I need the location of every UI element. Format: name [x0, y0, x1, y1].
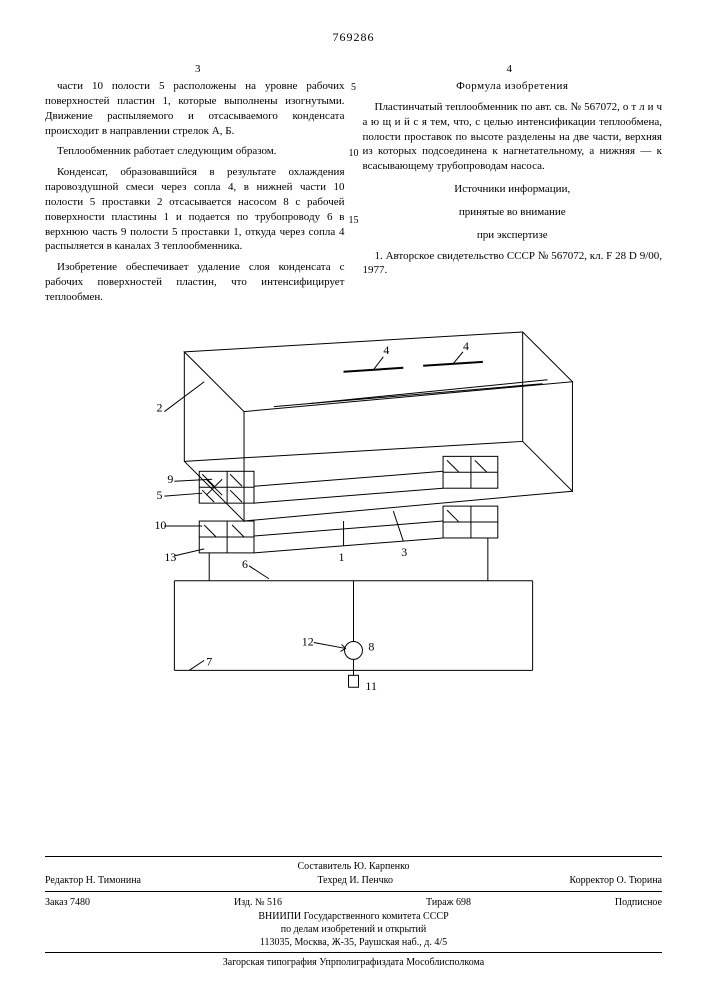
- org-line1: ВНИИПИ Государственного комитета СССР: [45, 911, 662, 922]
- org-line2: по делам изобретений и открытий: [45, 924, 662, 935]
- svg-text:1: 1: [339, 550, 345, 564]
- svg-text:12: 12: [302, 634, 314, 648]
- text-columns: части 10 полости 5 расположены на уровне…: [45, 79, 662, 311]
- line-marker: 5: [351, 82, 356, 93]
- editor: Редактор Н. Тимонина: [45, 875, 141, 886]
- corrector: Корректор О. Тюрина: [569, 875, 662, 886]
- svg-text:7: 7: [206, 654, 212, 668]
- left-column: части 10 полости 5 расположены на уровне…: [45, 79, 345, 311]
- claim-text: Пластинчатый теплообменник по авт. св. №…: [363, 100, 663, 174]
- svg-text:10: 10: [154, 518, 166, 532]
- para: части 10 полости 5 расположены на уровне…: [45, 79, 345, 138]
- formula-title: Формула изобретения: [363, 79, 663, 94]
- para: Конденсат, образовавшийся в результате о…: [45, 165, 345, 254]
- subscription: Подписное: [615, 897, 662, 908]
- svg-text:13: 13: [164, 550, 176, 564]
- svg-text:6: 6: [242, 557, 248, 571]
- footer: Составитель Ю. Карпенко Редактор Н. Тимо…: [45, 852, 662, 970]
- compiler: Составитель Ю. Карпенко: [45, 861, 662, 872]
- edition-number: Изд. № 516: [234, 897, 282, 908]
- svg-text:4: 4: [383, 343, 389, 357]
- document-number: 769286: [45, 30, 662, 45]
- line-marker: 10: [349, 148, 359, 159]
- svg-text:8: 8: [368, 639, 374, 653]
- technical-figure: 2 9 5 10 13 4 4 1 3 6 7 12 8 11: [45, 321, 662, 741]
- page-num-left: 3: [195, 63, 201, 75]
- address: 113035, Москва, Ж-35, Раушская наб., д. …: [45, 937, 662, 948]
- sources-title: принятые во внимание: [363, 205, 663, 220]
- printer: Загорская типография Упрполиграфиздата М…: [45, 957, 662, 968]
- sources-title: при экспертизе: [363, 228, 663, 243]
- circulation: Тираж 698: [426, 897, 471, 908]
- sources-title: Источники информации,: [363, 182, 663, 197]
- line-marker: 15: [349, 215, 359, 226]
- svg-text:3: 3: [401, 545, 407, 559]
- order-number: Заказ 7480: [45, 897, 90, 908]
- para: Теплообменник работает следующим образом…: [45, 144, 345, 159]
- page-num-right: 4: [507, 63, 513, 75]
- svg-text:9: 9: [167, 472, 173, 486]
- right-column: Формула изобретения Пластинчатый теплооб…: [363, 79, 663, 311]
- svg-text:2: 2: [156, 400, 162, 414]
- para: Изобретение обеспечивает удаление слоя к…: [45, 260, 345, 305]
- reference: 1. Авторское свидетельство СССР № 567072…: [363, 249, 663, 279]
- svg-text:5: 5: [156, 488, 162, 502]
- svg-text:4: 4: [463, 339, 469, 353]
- tech-editor: Техред И. Пенчко: [317, 875, 393, 886]
- svg-text:11: 11: [365, 679, 377, 693]
